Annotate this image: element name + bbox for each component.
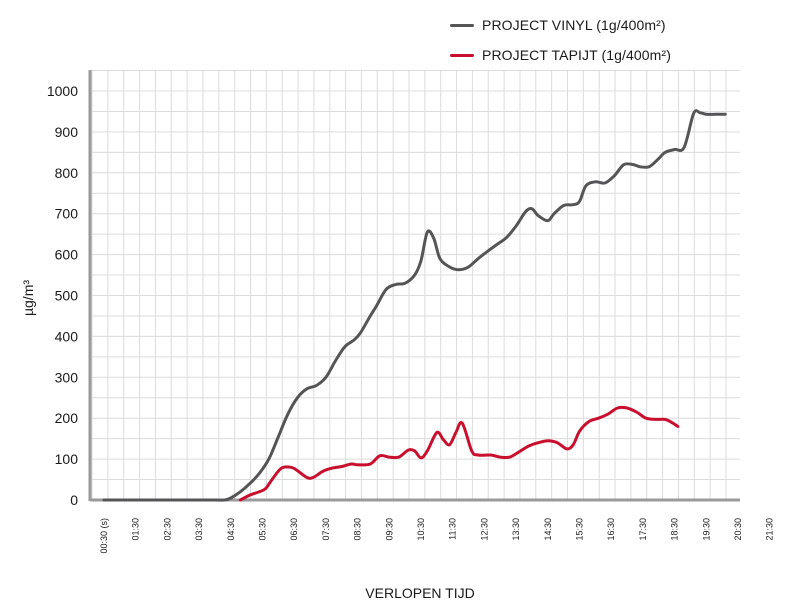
x-tick-label: 07:30 [321, 518, 331, 541]
x-tick-label: 12:30 [479, 518, 489, 541]
y-tick-label: 700 [55, 206, 79, 222]
y-tick-label: 400 [55, 328, 79, 344]
legend-label-vinyl: PROJECT VINYL (1g/400m²) [482, 17, 666, 33]
grid [90, 70, 740, 501]
y-tick-label: 100 [55, 451, 79, 467]
x-tick-label: 00:30 (s) [99, 518, 109, 554]
legend-swatch-tapijt [450, 53, 474, 57]
legend-swatch-vinyl [450, 23, 474, 27]
x-tick-label: 10:30 [416, 518, 426, 541]
legend: PROJECT VINYL (1g/400m²) PROJECT TAPIJT … [450, 14, 671, 74]
y-tick-label: 500 [55, 288, 79, 304]
x-axis-label: VERLOPEN TIJD [365, 585, 475, 601]
y-tick-label: 300 [55, 369, 79, 385]
legend-item-vinyl: PROJECT VINYL (1g/400m²) [450, 14, 671, 36]
y-tick-label: 0 [70, 492, 78, 508]
x-tick-labels: 00:30 (s) 01:30 02:30 03:30 04:30 05:30 06:30 0… [99, 518, 775, 554]
y-tick-label: 1000 [47, 83, 78, 99]
x-tick-label: 09:30 [384, 518, 394, 541]
x-tick-label: 17:30 [638, 518, 648, 541]
series-line-tapijt [238, 405, 680, 502]
x-tick-label: 04:30 [226, 518, 236, 541]
x-tick-label: 20:30 [733, 518, 743, 541]
legend-label-tapijt: PROJECT TAPIJT (1g/400m²) [482, 47, 671, 63]
x-tick-label: 13:30 [511, 518, 521, 541]
y-tick-labels: 0 100 200 300 400 500 600 700 800 900 1000 [47, 83, 78, 508]
x-tick-label: 08:30 [353, 518, 363, 541]
y-axis-label: µg/m³ [20, 279, 36, 317]
legend-item-tapijt: PROJECT TAPIJT (1g/400m²) [450, 44, 671, 66]
x-tick-label: 03:30 [194, 518, 204, 541]
y-tick-label: 200 [55, 410, 79, 426]
y-tick-label: 600 [55, 247, 79, 263]
x-tick-label: 02:30 [162, 518, 172, 541]
y-tick-label: 900 [55, 124, 79, 140]
x-tick-label: 01:30 [131, 518, 141, 541]
x-tick-label: 19:30 [701, 518, 711, 541]
x-tick-label: 11:30 [448, 518, 458, 540]
series-lines [102, 109, 727, 502]
x-tick-label: 14:30 [543, 518, 553, 541]
x-tick-label: 05:30 [258, 518, 268, 541]
x-tick-label: 18:30 [670, 518, 680, 541]
x-tick-label: 15:30 [575, 518, 585, 541]
y-tick-label: 800 [55, 165, 79, 181]
series-line-vinyl [102, 109, 727, 502]
x-tick-label: 21:30 [765, 518, 775, 541]
x-tick-label: 06:30 [289, 518, 299, 541]
x-tick-label: 16:30 [606, 518, 616, 541]
